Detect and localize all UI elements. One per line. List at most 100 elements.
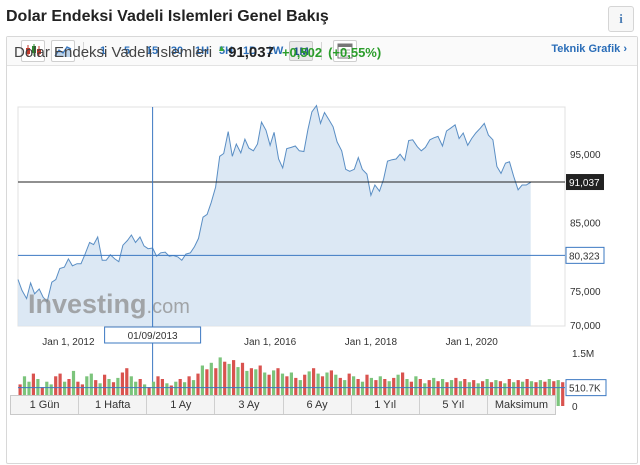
range-5-years[interactable]: 5 Yıl — [420, 396, 488, 414]
volume-bar — [409, 381, 413, 406]
volume-bar — [316, 373, 320, 406]
volume-bar — [134, 381, 138, 406]
y-tick-label: 95,000 — [570, 150, 601, 161]
interval-1[interactable]: 1 — [99, 45, 107, 57]
info-icon[interactable]: i — [608, 6, 634, 32]
volume-bar — [427, 380, 431, 406]
instrument-name: Dolar Endeksi Vadeli Islemleri — [14, 44, 213, 61]
volume-bar — [320, 376, 325, 406]
range-selector: 1 Gün 1 Hafta 1 Ay 3 Ay 6 Ay 1 Yıl 5 Yıl… — [10, 395, 556, 415]
candlestick-icon[interactable] — [21, 40, 45, 62]
volume-bar — [236, 367, 240, 406]
volume-bar — [538, 380, 542, 406]
volume-bar — [534, 382, 538, 406]
volume-bar — [312, 368, 316, 406]
volume-bar — [556, 380, 560, 406]
volume-bar — [289, 372, 293, 406]
calendar-icon[interactable] — [333, 40, 357, 62]
range-6-months[interactable]: 6 Ay — [284, 396, 352, 414]
volume-bar — [467, 382, 471, 406]
price-area — [18, 105, 531, 326]
volume-bar — [387, 381, 391, 406]
volume-bar — [405, 379, 409, 406]
last-price: 91,037 — [228, 44, 274, 61]
volume-bar — [31, 373, 35, 406]
volume-axis-zero: 0 — [572, 402, 578, 413]
volume-bar — [503, 383, 507, 406]
volume-bar — [98, 383, 102, 406]
chart-widget: 1 5 15 30 1H 5H 1D 1W 1M Teknik Grafik › — [6, 36, 638, 464]
range-1-day[interactable]: 1 Gün — [11, 396, 80, 414]
volume-bar — [374, 380, 378, 406]
volume-bar — [441, 379, 445, 406]
interval-15[interactable]: 15 — [145, 45, 159, 57]
volume-bar — [307, 371, 311, 406]
interval-1d[interactable]: 1D — [242, 45, 258, 57]
volume-bar — [552, 381, 556, 406]
volume-bar — [529, 381, 534, 406]
volume-bar — [521, 381, 525, 406]
x-tick-label: Jan 1, 2012 — [42, 337, 95, 348]
volume-bar — [267, 374, 271, 406]
crosshair-price-badge — [565, 246, 605, 264]
chevron-right-icon: › — [623, 43, 627, 55]
volume-bar — [22, 376, 27, 406]
range-1-year[interactable]: 1 Yıl — [352, 396, 420, 414]
volume-bar — [138, 379, 142, 406]
range-1-week[interactable]: 1 Hafta — [79, 396, 148, 414]
volume-bar — [249, 368, 253, 406]
volume-bar — [111, 382, 116, 406]
volume-bar — [356, 379, 360, 406]
technical-chart-link[interactable]: Teknik Grafik › — [551, 43, 627, 55]
range-1-month[interactable]: 1 Ay — [147, 396, 216, 414]
volume-bar — [485, 379, 489, 406]
interval-1w[interactable]: 1W — [266, 45, 284, 57]
volume-bar — [547, 379, 551, 406]
price-change-pct: (+0,55%) — [328, 45, 382, 60]
volume-bar — [223, 361, 227, 406]
x-tick-label: Jan 1, 2020 — [446, 337, 499, 348]
chart-toolbar: 1 5 15 30 1H 5H 1D 1W 1M Teknik Grafik › — [7, 37, 637, 66]
interval-5[interactable]: 5 — [123, 45, 131, 57]
crosshair-price-label: 80,323 — [569, 251, 600, 262]
volume-bar — [334, 374, 338, 406]
interval-5h[interactable]: 5H — [218, 45, 234, 57]
technical-chart-label: Teknik Grafik — [551, 43, 621, 55]
volume-bar — [178, 379, 182, 406]
range-max[interactable]: Maksimum — [494, 399, 549, 411]
volume-bar — [280, 373, 285, 406]
volume-bar — [494, 380, 498, 406]
volume-bar — [454, 377, 458, 406]
interval-1h[interactable]: 1H — [194, 45, 210, 57]
volume-bar — [303, 374, 307, 406]
volume-bar — [512, 382, 516, 406]
volume-bar — [165, 383, 169, 406]
volume-bar — [298, 380, 302, 406]
volume-bar — [227, 363, 231, 406]
interval-30[interactable]: 30 — [170, 45, 184, 57]
volume-bar — [209, 362, 213, 406]
toolbar-divider — [321, 42, 322, 60]
x-tick-label: Jan 1, 2018 — [345, 337, 398, 348]
volume-bar — [360, 381, 365, 406]
volume-bar — [561, 382, 565, 406]
interval-1m[interactable]: 1M — [289, 41, 313, 61]
volume-bar — [240, 362, 245, 406]
volume-bar — [76, 381, 80, 406]
volume-bar — [156, 376, 160, 406]
volume-bar — [383, 379, 387, 406]
volume-bar — [63, 381, 67, 406]
volume-bar — [94, 380, 98, 406]
range-3-months[interactable]: 3 Ay — [215, 396, 284, 414]
area-chart-icon[interactable] — [51, 40, 75, 62]
page-title: Dolar Endeksi Vadeli Islemleri Genel Bak… — [6, 8, 329, 25]
volume-bar — [396, 374, 400, 406]
volume-bar — [365, 374, 369, 406]
last-price-label: 91,037 — [569, 178, 600, 189]
volume-axis-top: 1.5M — [572, 349, 594, 360]
volume-bar — [45, 381, 49, 406]
volume-bar — [463, 379, 467, 406]
volume-bar — [423, 383, 427, 406]
volume-bar — [347, 373, 351, 406]
